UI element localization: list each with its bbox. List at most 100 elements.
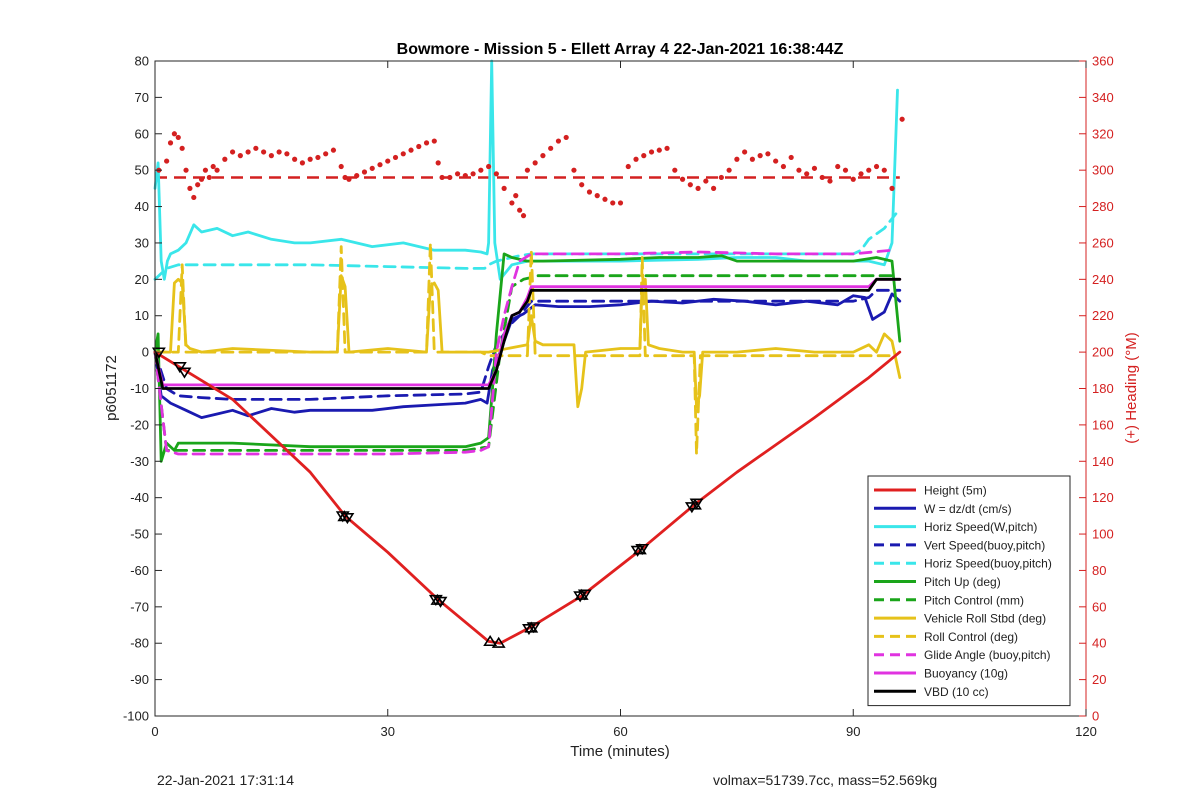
series-glide-angle-buoy-pitch — [153, 248, 894, 456]
y2-tick-label: 120 — [1092, 490, 1114, 505]
heading-point — [555, 138, 562, 144]
heading-point — [765, 151, 771, 157]
up-triangle-marker — [430, 593, 445, 605]
series-height-5m — [153, 350, 902, 645]
heading-point — [571, 167, 577, 173]
heading-point — [400, 151, 406, 157]
x-tick-label: 120 — [1075, 724, 1097, 739]
series-roll-control-deg — [153, 241, 894, 456]
heading-point — [610, 200, 616, 206]
y2-tick-label: 160 — [1092, 417, 1114, 432]
heading-point — [191, 194, 197, 201]
heading-point — [307, 156, 313, 162]
y-tick-label: -100 — [123, 709, 149, 724]
down-triangle-marker — [177, 367, 192, 379]
heading-point — [773, 158, 779, 164]
y2-axis-label: (+) Heading (°M) — [1123, 332, 1140, 443]
heading-point — [171, 131, 177, 137]
up-triangle-marker — [574, 588, 589, 600]
y-tick-label: -80 — [130, 636, 149, 651]
heading-point — [470, 171, 476, 177]
heading-point — [881, 167, 887, 173]
heading-point — [656, 147, 662, 153]
y-tick-label: 30 — [135, 235, 149, 250]
heading-point — [354, 173, 360, 179]
heading-point — [711, 185, 717, 191]
heading-point — [214, 167, 220, 173]
heading-point — [579, 182, 585, 188]
y-tick-label: 80 — [135, 54, 149, 69]
heading-point — [819, 174, 825, 181]
series-vehicle-roll-stbd-deg — [153, 274, 902, 409]
y-tick-label: 70 — [135, 90, 149, 105]
heading-point — [268, 153, 274, 159]
y-tick-label: 0 — [142, 345, 149, 360]
y-tick-label: -90 — [130, 672, 149, 687]
heading-point — [899, 116, 905, 122]
heading-point — [811, 165, 818, 171]
heading-point — [276, 149, 282, 155]
heading-point — [385, 158, 391, 164]
heading-point — [195, 182, 201, 188]
legend-label: Glide Angle (buoy,pitch) — [924, 648, 1051, 662]
down-triangle-marker — [428, 594, 443, 607]
heading-point — [520, 213, 527, 219]
y-tick-label: -10 — [130, 381, 149, 396]
y2-tick-label: 280 — [1092, 199, 1114, 214]
down-triangle-marker — [684, 502, 699, 514]
heading-point — [315, 154, 321, 161]
heading-point — [517, 207, 523, 213]
y-tick-label: 40 — [135, 199, 149, 214]
up-triangle-marker — [337, 510, 352, 522]
series-horiz-speed-w-pitch — [153, 59, 899, 281]
heading-point — [586, 189, 593, 195]
x-tick-label: 0 — [151, 724, 158, 739]
y-tick-label: -50 — [130, 527, 149, 542]
legend-box — [867, 475, 1071, 707]
heading-point — [726, 167, 732, 173]
y-axis-label: p6051172 — [103, 355, 120, 421]
down-triangle-marker — [335, 511, 350, 523]
heading-point — [377, 162, 383, 168]
legend-label: Pitch Control (mm) — [924, 593, 1024, 607]
heading-point — [299, 160, 306, 166]
heading-point — [679, 176, 686, 182]
heading-point — [330, 147, 337, 153]
heading-point — [342, 174, 348, 181]
down-triangle-marker — [433, 596, 448, 608]
chart-title: Bowmore - Mission 5 - Ellett Array 4 22-… — [397, 41, 844, 58]
y2-tick-label: 60 — [1092, 599, 1106, 614]
heading-point — [788, 154, 794, 161]
y2-tick-label: 180 — [1092, 381, 1114, 396]
y2-tick-label: 20 — [1092, 672, 1106, 687]
heading-point — [687, 182, 693, 188]
heading-point — [548, 145, 554, 151]
legend-label: Horiz Speed(buoy,pitch) — [924, 557, 1052, 571]
heading-point — [540, 153, 546, 159]
footer-timestamp: 22-Jan-2021 17:31:14 — [157, 772, 294, 788]
heading-point — [532, 160, 538, 166]
y-tick-label: -70 — [130, 599, 149, 614]
down-triangle-marker — [172, 362, 187, 374]
heading-point — [435, 160, 441, 166]
heading-point — [202, 167, 209, 173]
axes: 0 30 60 90 120-100-90-80-70-60-50-40-30-20-1… — [123, 54, 1114, 740]
heading-point — [873, 163, 880, 170]
heading-point — [167, 140, 174, 146]
y-tick-label: -30 — [130, 454, 149, 469]
heading-point — [695, 185, 701, 191]
heading-point — [447, 174, 453, 181]
y2-tick-label: 340 — [1092, 90, 1114, 105]
heading-point — [423, 140, 430, 146]
y2-tick-label: 300 — [1092, 163, 1114, 178]
series-vert-speed-buoy-pitch — [153, 288, 902, 401]
legend: Height (5m) W = dz/dt (cm/s) Horiz Speed(W… — [867, 475, 1071, 707]
heading-point — [509, 200, 515, 206]
heading-point — [253, 145, 259, 151]
y2-tick-label: 0 — [1092, 709, 1099, 724]
y-tick-label: -20 — [130, 417, 149, 432]
y2-tick-label: 200 — [1092, 345, 1114, 360]
down-triangle-marker — [151, 347, 166, 359]
heading-point — [431, 138, 437, 144]
up-triangle-marker — [632, 543, 647, 555]
